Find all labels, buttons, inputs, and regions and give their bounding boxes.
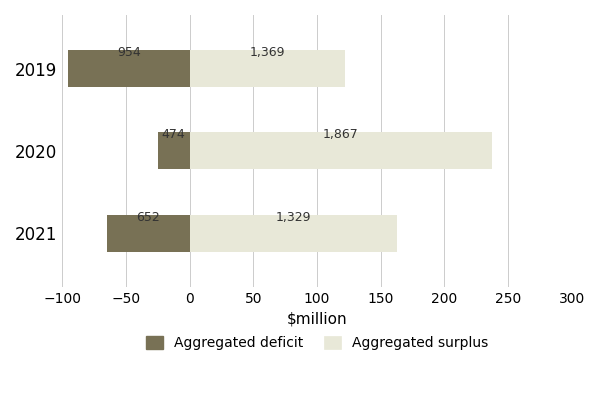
Text: 652: 652 bbox=[136, 210, 160, 223]
Bar bbox=[190, 132, 491, 169]
Bar bbox=[107, 215, 190, 252]
Text: 954: 954 bbox=[117, 46, 141, 59]
Legend: Aggregated deficit, Aggregated surplus: Aggregated deficit, Aggregated surplus bbox=[140, 331, 494, 356]
Bar bbox=[68, 50, 190, 87]
Text: 1,369: 1,369 bbox=[250, 46, 285, 59]
Bar bbox=[190, 215, 397, 252]
Text: 1,329: 1,329 bbox=[276, 210, 311, 223]
X-axis label: $million: $million bbox=[287, 311, 347, 326]
Bar bbox=[190, 50, 345, 87]
Text: 1,867: 1,867 bbox=[323, 128, 359, 141]
Text: 474: 474 bbox=[162, 128, 185, 141]
Bar bbox=[158, 132, 190, 169]
